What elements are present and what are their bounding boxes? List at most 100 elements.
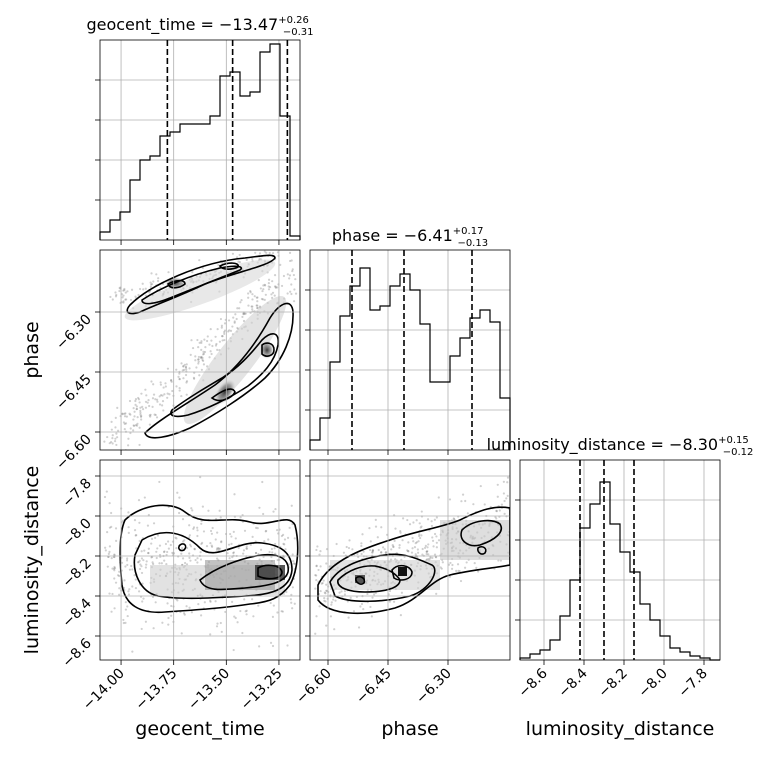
xtick-label-geocent_time: −14.00 [80, 666, 128, 714]
scatter-point [291, 553, 294, 556]
scatter-point [133, 529, 137, 532]
scatter-point [388, 600, 391, 603]
scatter-point [247, 304, 250, 307]
scatter-point [290, 601, 293, 604]
scatter-point [448, 575, 452, 578]
scatter-point [121, 412, 124, 415]
scatter-point [290, 593, 293, 596]
scatter-point [209, 328, 212, 331]
scatter-point [138, 590, 141, 593]
scatter-point [414, 542, 417, 545]
scatter-point [270, 547, 273, 551]
scatter-point [506, 476, 510, 479]
scatter-point [171, 551, 174, 554]
scatter-point [270, 555, 273, 559]
scatter-point [237, 260, 240, 263]
scatter-point [223, 329, 227, 332]
scatter-point [182, 612, 186, 615]
scatter-point [293, 288, 296, 291]
scatter-point [188, 552, 191, 555]
scatter-point [292, 560, 295, 563]
scatter-point [130, 564, 133, 568]
title-geocent-time: geocent_time = −13.47+0.26 −0.31 [86, 15, 313, 38]
scatter-point [292, 273, 295, 277]
scatter-point [163, 559, 166, 562]
scatter-point [113, 577, 116, 580]
scatter-point [401, 517, 405, 520]
scatter-point [262, 512, 265, 516]
scatter-point [228, 557, 231, 560]
scatter-point [127, 526, 130, 529]
scatter-point [110, 525, 113, 528]
scatter-point [129, 298, 133, 302]
scatter-point [418, 522, 421, 525]
scatter-point [128, 588, 131, 591]
scatter-point [209, 542, 212, 545]
scatter-point [124, 291, 127, 294]
scatter-point [269, 601, 272, 605]
scatter-point [197, 603, 200, 606]
scatter-point [393, 539, 396, 542]
scatter-point [197, 355, 201, 359]
scatter-point [430, 520, 433, 523]
scatter-point [196, 561, 199, 564]
scatter-point [166, 602, 169, 605]
scatter-point [267, 288, 271, 291]
scatter-point [499, 559, 502, 562]
scatter-point [114, 426, 117, 429]
scatter-point [129, 413, 132, 416]
scatter-point [435, 541, 438, 544]
scatter-point [113, 565, 116, 569]
scatter-point [234, 313, 237, 316]
scatter-point [434, 556, 438, 559]
scatter-point [271, 291, 275, 294]
scatter-point [315, 578, 318, 582]
ytick-label-luminosity_distance: −8.0 [59, 516, 94, 551]
scatter-point [223, 330, 226, 334]
panel-frame-phase-phase [309, 249, 511, 451]
scatter-point [267, 282, 270, 285]
scatter-point [103, 495, 107, 499]
scatter-point [108, 502, 111, 505]
scatter-point [196, 338, 199, 342]
scatter-point [114, 581, 118, 584]
scatter-point [134, 399, 137, 403]
scatter-point [158, 403, 162, 406]
scatter-point [334, 599, 337, 602]
scatter-point [392, 600, 396, 603]
scatter-point [426, 550, 429, 553]
scatter-point [273, 294, 276, 297]
scatter-point [170, 380, 173, 383]
scatter-point [500, 503, 504, 506]
scatter-point [431, 536, 434, 539]
scatter-point [475, 566, 478, 569]
scatter-point [133, 519, 137, 522]
scatter-point [421, 553, 424, 556]
scatter-point [196, 557, 199, 560]
scatter-point [202, 350, 205, 353]
scatter-point [158, 553, 162, 557]
scatter-point [184, 365, 188, 369]
scatter-point [496, 483, 499, 486]
scatter-point [314, 573, 317, 577]
scatter-point [118, 289, 121, 293]
scatter-point [253, 295, 256, 298]
scatter-point [449, 561, 452, 565]
scatter-point [201, 505, 204, 508]
scatter-point [383, 548, 386, 551]
scatter-point [219, 621, 222, 625]
scatter-point [231, 325, 234, 328]
scatter-point [220, 326, 223, 329]
scatter-point [151, 405, 154, 408]
scatter-point [216, 328, 219, 331]
scatter-point [362, 550, 365, 553]
scatter-point [123, 415, 127, 418]
scatter-point [238, 307, 241, 310]
scatter-point [465, 561, 468, 564]
scatter-point [435, 516, 438, 519]
scatter-point [150, 537, 154, 540]
scatter-point [242, 549, 246, 552]
scatter-point [190, 339, 193, 342]
scatter-point [294, 292, 298, 295]
scatter-point [274, 286, 277, 289]
